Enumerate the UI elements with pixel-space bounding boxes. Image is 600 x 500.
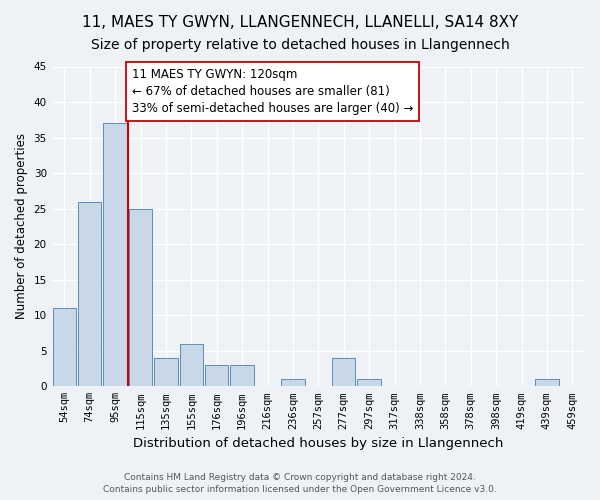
X-axis label: Distribution of detached houses by size in Llangennech: Distribution of detached houses by size …	[133, 437, 503, 450]
Text: 11, MAES TY GWYN, LLANGENNECH, LLANELLI, SA14 8XY: 11, MAES TY GWYN, LLANGENNECH, LLANELLI,…	[82, 15, 518, 30]
Bar	[535, 379, 559, 386]
Bar	[78, 202, 101, 386]
Bar	[281, 379, 305, 386]
Bar	[230, 365, 254, 386]
Text: 11 MAES TY GWYN: 120sqm
← 67% of detached houses are smaller (81)
33% of semi-de: 11 MAES TY GWYN: 120sqm ← 67% of detache…	[131, 68, 413, 115]
Bar	[332, 358, 355, 386]
Y-axis label: Number of detached properties: Number of detached properties	[15, 134, 28, 320]
Bar	[103, 124, 127, 386]
Bar	[179, 344, 203, 386]
Bar	[358, 379, 381, 386]
Bar	[205, 365, 229, 386]
Text: Contains HM Land Registry data © Crown copyright and database right 2024.
Contai: Contains HM Land Registry data © Crown c…	[103, 472, 497, 494]
Bar	[53, 308, 76, 386]
Bar	[129, 208, 152, 386]
Bar	[154, 358, 178, 386]
Text: Size of property relative to detached houses in Llangennech: Size of property relative to detached ho…	[91, 38, 509, 52]
